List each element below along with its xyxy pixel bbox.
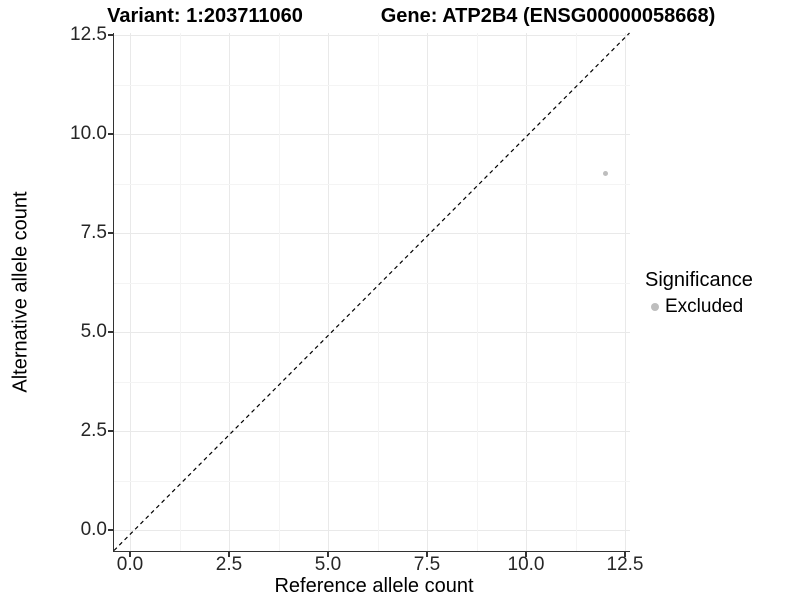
y-tick-mark [107, 331, 113, 333]
y-gridline-major [114, 35, 630, 36]
x-axis-title: Reference allele count [274, 575, 474, 597]
y-gridline-major [114, 233, 630, 234]
y-gridline-major [114, 332, 630, 333]
y-tick-label: 0.0 [80, 519, 107, 540]
y-tick-label: 5.0 [80, 321, 107, 342]
x-tick-mark [327, 552, 329, 557]
x-tick-label: 5.0 [314, 554, 342, 575]
y-gridline-major [114, 431, 630, 432]
y-gridline-major [114, 530, 630, 531]
x-tick-mark [129, 552, 131, 557]
variant-title: Variant: 1:203711060 [107, 5, 303, 27]
x-gridline-major [229, 33, 230, 551]
y-gridline-minor [114, 282, 630, 284]
x-tick-label: 0.0 [116, 554, 144, 575]
y-tick-label: 2.5 [80, 420, 107, 441]
y-tick-label: 7.5 [80, 222, 107, 243]
y-gridline-minor [114, 480, 630, 482]
y-tick-mark [107, 232, 113, 234]
y-tick-mark [107, 34, 113, 36]
identity-dashed-line [113, 32, 630, 551]
y-gridline-major [114, 134, 630, 135]
y-gridline-minor [114, 84, 630, 86]
x-gridline-major [526, 33, 527, 551]
y-tick-label: 12.5 [70, 24, 107, 45]
x-tick-mark [525, 552, 527, 557]
legend-title: Significance [645, 269, 753, 291]
y-gridline-minor [114, 381, 630, 383]
x-tick-label: 2.5 [215, 554, 243, 575]
legend-item-label: Excluded [665, 296, 744, 317]
legend-item-excluded: Excluded [645, 296, 753, 318]
x-tick-mark [228, 552, 230, 557]
x-gridline-major [427, 33, 428, 551]
x-gridline-minor [377, 33, 379, 551]
x-tick-label: 10.0 [507, 554, 545, 575]
x-gridline-minor [278, 33, 280, 551]
y-tick-mark [107, 529, 113, 531]
y-tick-mark [107, 133, 113, 135]
x-gridline-minor [179, 33, 181, 551]
x-gridline-major [328, 33, 329, 551]
plot-panel [107, 32, 630, 557]
x-tick-label: 7.5 [413, 554, 441, 575]
x-tick-label: 12.5 [606, 554, 644, 575]
y-axis-title: Alternative allele count [9, 191, 32, 393]
legend-key-point-icon [651, 303, 659, 311]
y-tick-mark [107, 430, 113, 432]
x-gridline-major [625, 33, 626, 551]
data-point [602, 171, 608, 177]
x-gridline-minor [476, 33, 478, 551]
legend: Significance Excluded [645, 269, 753, 318]
x-tick-mark [426, 552, 428, 557]
y-tick-label: 10.0 [70, 123, 107, 144]
x-tick-mark [624, 552, 626, 557]
x-gridline-major [130, 33, 131, 551]
y-gridline-minor [114, 183, 630, 185]
gene-title: Gene: ATP2B4 (ENSG00000058668) [380, 5, 716, 27]
x-gridline-minor [575, 33, 577, 551]
